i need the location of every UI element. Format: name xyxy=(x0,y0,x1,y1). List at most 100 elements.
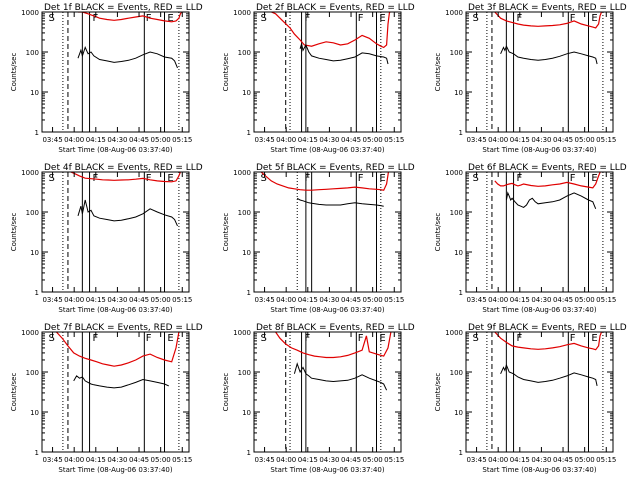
y-tick-label: 1000 xyxy=(233,169,251,177)
panel-title: Det 5f BLACK = Events, RED = LLD xyxy=(256,163,415,173)
interval-marker-f: F xyxy=(516,333,522,344)
events-rate-line xyxy=(73,375,170,389)
x-axis-label: Start Time (08-Aug-06 03:37:40) xyxy=(482,466,596,474)
x-tick-label: 05:15 xyxy=(172,136,192,144)
y-tick-label: 100 xyxy=(26,49,39,57)
y-tick-label: 100 xyxy=(450,49,463,57)
interval-marker-f: F xyxy=(516,173,522,184)
y-tick-label: 100 xyxy=(238,49,251,57)
interval-marker-f: F xyxy=(146,13,152,24)
y-tick-label: 1 xyxy=(459,289,463,297)
y-tick-label: 10 xyxy=(242,409,251,417)
x-tick-label: 04:15 xyxy=(298,136,318,144)
x-tick-label: 04:15 xyxy=(510,456,530,464)
x-tick-label: 05:00 xyxy=(363,136,383,144)
x-tick-label: 04:45 xyxy=(553,296,573,304)
panel-title: Det 8f BLACK = Events, RED = LLD xyxy=(256,323,415,333)
y-tick-label: 1000 xyxy=(445,9,463,17)
y-tick-label: 1 xyxy=(459,449,463,457)
lld-rate-line xyxy=(260,172,390,191)
x-axis-label: Start Time (08-Aug-06 03:37:40) xyxy=(58,306,172,314)
interval-marker-s: S xyxy=(472,173,478,184)
plot-frame xyxy=(253,11,402,133)
y-tick-label: 100 xyxy=(450,209,463,217)
y-axis-label: Counts/sec xyxy=(222,213,230,252)
x-tick-label: 04:30 xyxy=(531,136,551,144)
y-axis-label: Counts/sec xyxy=(10,53,18,92)
x-tick-label: 04:00 xyxy=(64,136,84,144)
x-tick-label: 03:45 xyxy=(466,296,486,304)
y-tick-label: 1000 xyxy=(233,9,251,17)
y-tick-label: 10 xyxy=(30,249,39,257)
y-axis-label: Counts/sec xyxy=(222,373,230,412)
interval-marker-s: S xyxy=(472,333,478,344)
x-tick-label: 05:15 xyxy=(384,136,404,144)
x-tick-label: 04:30 xyxy=(531,456,551,464)
x-axis-label: Start Time (08-Aug-06 03:37:40) xyxy=(482,306,596,314)
interval-marker-s: S xyxy=(472,13,478,24)
plot-frame xyxy=(465,171,614,293)
x-tick-label: 04:30 xyxy=(531,296,551,304)
x-tick-label: 04:15 xyxy=(86,296,106,304)
x-tick-label: 04:30 xyxy=(107,456,127,464)
interval-marker-f: F xyxy=(304,333,310,344)
x-tick-label: 04:15 xyxy=(86,136,106,144)
events-rate-line xyxy=(500,363,598,387)
y-tick-label: 1000 xyxy=(445,169,463,177)
x-tick-label: 04:45 xyxy=(341,296,361,304)
x-tick-label: 03:45 xyxy=(254,296,274,304)
events-rate-line xyxy=(77,199,178,227)
y-tick-label: 1 xyxy=(247,129,251,137)
x-tick-label: 03:45 xyxy=(466,136,486,144)
interval-marker-e: E xyxy=(379,333,385,344)
x-tick-label: 05:15 xyxy=(596,136,616,144)
lld-rate-line xyxy=(78,12,183,23)
x-tick-label: 04:00 xyxy=(488,136,508,144)
y-tick-label: 1000 xyxy=(21,329,39,337)
y-tick-label: 10 xyxy=(242,249,251,257)
x-axis-label: Start Time (08-Aug-06 03:37:40) xyxy=(58,466,172,474)
x-tick-label: 03:45 xyxy=(466,456,486,464)
x-tick-label: 04:30 xyxy=(319,456,339,464)
events-rate-line xyxy=(299,43,389,65)
y-tick-label: 1 xyxy=(35,129,39,137)
x-tick-label: 05:15 xyxy=(172,296,192,304)
x-tick-label: 04:00 xyxy=(64,456,84,464)
x-axis-label: Start Time (08-Aug-06 03:37:40) xyxy=(58,146,172,154)
y-tick-label: 100 xyxy=(26,369,39,377)
x-axis-label: Start Time (08-Aug-06 03:37:40) xyxy=(270,306,384,314)
panel-title: Det 1f BLACK = Events, RED = LLD xyxy=(44,3,203,13)
x-tick-label: 04:45 xyxy=(129,296,149,304)
x-tick-label: 05:00 xyxy=(575,296,595,304)
x-tick-label: 05:00 xyxy=(363,456,383,464)
x-tick-label: 04:45 xyxy=(129,136,149,144)
panel-title: Det 3f BLACK = Events, RED = LLD xyxy=(468,3,627,13)
y-tick-label: 1000 xyxy=(21,169,39,177)
x-tick-label: 04:00 xyxy=(488,456,508,464)
x-tick-label: 03:45 xyxy=(254,456,274,464)
y-axis-label: Counts/sec xyxy=(434,53,442,92)
x-tick-label: 03:45 xyxy=(42,456,62,464)
interval-marker-e: E xyxy=(379,13,385,24)
x-tick-label: 04:00 xyxy=(276,136,296,144)
interval-marker-f: F xyxy=(570,13,576,24)
x-tick-label: 04:15 xyxy=(86,456,106,464)
plot-frame xyxy=(253,171,402,293)
interval-marker-f: F xyxy=(92,333,98,344)
x-tick-label: 04:00 xyxy=(276,296,296,304)
interval-marker-f: F xyxy=(358,333,364,344)
interval-marker-f: F xyxy=(570,333,576,344)
x-tick-label: 05:00 xyxy=(151,296,171,304)
interval-marker-f: F xyxy=(92,13,98,24)
y-tick-label: 1 xyxy=(247,289,251,297)
y-tick-label: 10 xyxy=(30,409,39,417)
events-rate-line xyxy=(77,46,178,69)
x-tick-label: 04:15 xyxy=(510,136,530,144)
plot-frame xyxy=(41,171,190,293)
x-tick-label: 04:00 xyxy=(488,296,508,304)
interval-marker-s: S xyxy=(48,13,54,24)
